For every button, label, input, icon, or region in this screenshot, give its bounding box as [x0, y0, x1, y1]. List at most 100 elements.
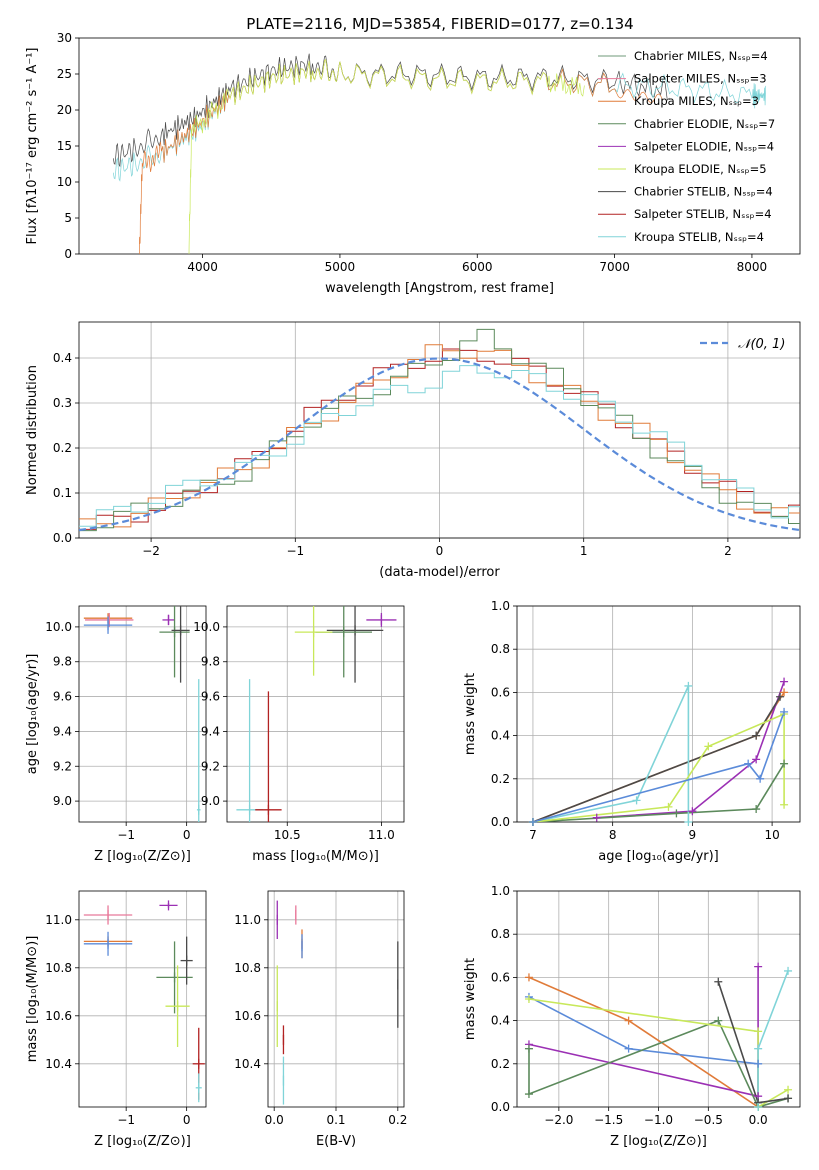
weight-line — [532, 691, 785, 822]
y-tick-label: 0.4 — [491, 729, 510, 743]
legend-entry: Salpeter MILES, Nₛₛₚ=3 — [634, 72, 767, 86]
data-point — [714, 977, 723, 986]
x-tick-label: 10 — [764, 828, 779, 842]
y-tick-label: 0.1 — [53, 486, 72, 500]
y-tick-label: 10.0 — [45, 620, 72, 634]
y-tick-label: 0.8 — [491, 927, 510, 941]
y-tick-label: 0.8 — [491, 642, 510, 656]
y-tick-label: 0.0 — [491, 1100, 510, 1114]
y-tick-label: 0 — [64, 247, 72, 261]
plot-area — [532, 681, 785, 822]
y-tick-label: 9.6 — [53, 690, 72, 704]
data-point — [780, 707, 789, 716]
legend-entry: Kroupa MILES, Nₛₛₚ=3 — [634, 94, 759, 108]
y-axis-label: mass weight — [463, 958, 478, 1040]
panel-age_vs_Z: −1 0 9.0 9.2 9.4 9.6 9.8 10.0 Z [log₁₀(Z/Z⊙)] age… — [25, 605, 207, 864]
histogram-step — [79, 365, 800, 527]
spectrum-line — [112, 53, 670, 168]
data-point — [784, 1094, 793, 1103]
plot-area — [236, 606, 397, 822]
y-tick-label: 10.0 — [193, 620, 220, 634]
x-tick-label: 0.2 — [388, 1113, 407, 1127]
y-tick-label: 9.4 — [201, 724, 220, 738]
data-point — [754, 1044, 763, 1053]
legend-entry: Salpeter ELODIE, Nₛₛₚ=4 — [634, 139, 774, 153]
y-tick-label: 10.4 — [234, 1057, 261, 1071]
data-point — [744, 759, 753, 768]
x-tick-label: 6000 — [462, 260, 493, 274]
data-point — [524, 1044, 533, 1053]
x-tick-label: 8 — [609, 828, 617, 842]
data-point — [714, 1016, 723, 1025]
y-tick-label: 11.0 — [234, 913, 261, 927]
y-tick-label: 1.0 — [491, 599, 510, 613]
x-tick-label: 1 — [580, 544, 588, 558]
axes-frame — [78, 37, 801, 255]
x-axis-label: mass [log₁₀(M/M⊙)] — [252, 849, 379, 864]
axes-frame — [516, 605, 801, 823]
x-tick-label: 11.0 — [368, 828, 395, 842]
x-axis-label: wavelength [Angstrom, rest frame] — [325, 281, 554, 296]
data-point — [524, 973, 533, 982]
x-axis-label: E(B-V) — [316, 1134, 356, 1149]
x-axis-label: Z [log₁₀(Z/Z⊙)] — [94, 1134, 191, 1149]
y-tick-label: 0.4 — [53, 351, 72, 365]
axes-frame — [516, 890, 801, 1108]
y-tick-label: 9.2 — [53, 759, 72, 773]
data-point — [784, 1085, 793, 1094]
y-tick-label: 10.8 — [234, 961, 261, 975]
y-tick-label: 11.0 — [45, 913, 72, 927]
y-tick-label: 10 — [57, 175, 72, 189]
panel-mass_vs_Z: −1 0 10.4 10.6 10.8 11.0 Z [log₁₀(Z/Z⊙)] mass [… — [25, 890, 207, 1149]
y-tick-label: 0.3 — [53, 396, 72, 410]
y-tick-label: 0.6 — [491, 685, 510, 699]
panel-age_vs_mass: 10.5 11.0 9.0 9.2 9.4 9.6 9.8 10.0 mass [log₁₀(M… — [193, 605, 405, 864]
x-tick-label: 0.0 — [749, 1113, 768, 1127]
data-point — [780, 759, 789, 768]
axes-frame — [267, 890, 405, 1108]
x-tick-label: −1 — [117, 828, 135, 842]
x-tick-label: −1.5 — [594, 1113, 623, 1127]
chart-title: PLATE=2116, MJD=53854, FIBERID=0177, z=0… — [246, 15, 633, 33]
data-point — [664, 802, 673, 811]
y-axis-label: Flux [fλ10⁻¹⁷ erg cm⁻² s⁻¹ A⁻¹] — [25, 48, 40, 245]
data-point — [754, 1103, 763, 1111]
spectrum-line — [188, 59, 585, 254]
weight-line — [532, 685, 690, 822]
data-point — [624, 1016, 633, 1025]
data-point — [528, 818, 537, 826]
y-tick-label: 1.0 — [491, 884, 510, 898]
data-point — [524, 1090, 533, 1099]
y-tick-label: 0.0 — [491, 815, 510, 829]
x-axis-label: Z [log₁₀(Z/Z⊙)] — [610, 1134, 707, 1149]
x-tick-label: 2 — [724, 544, 732, 558]
data-point — [780, 800, 789, 809]
data-point — [776, 692, 785, 701]
legend-entry: Chabrier STELIB, Nₛₛₚ=4 — [634, 185, 773, 199]
legend-entry: Chabrier MILES, Nₛₛₚ=4 — [634, 49, 768, 63]
data-point — [780, 688, 789, 697]
y-axis-label: mass weight — [463, 673, 478, 755]
y-tick-label: 0.4 — [491, 1014, 510, 1028]
y-tick-label: 30 — [57, 31, 72, 45]
x-tick-label: −2.0 — [544, 1113, 573, 1127]
panel-mass_weight_vs_Z: −2.0 −1.5 −1.0 −0.5 0.0 0.0 0.2 0.4 0.6 0.8 1.0 Z [… — [463, 884, 801, 1149]
weight-line — [532, 763, 785, 822]
data-point — [780, 677, 789, 686]
y-tick-label: 10.8 — [45, 961, 72, 975]
axes-frame — [78, 605, 207, 823]
y-tick-label: 9.0 — [201, 794, 220, 808]
data-point — [752, 731, 761, 740]
x-tick-label: −0.5 — [694, 1113, 723, 1127]
data-point — [524, 995, 533, 1003]
y-tick-label: 10.6 — [234, 1009, 261, 1023]
x-tick-label: 0.1 — [326, 1113, 345, 1127]
weight-line — [757, 970, 789, 1107]
y-tick-label: 9.4 — [53, 724, 72, 738]
weight-line — [532, 711, 785, 822]
y-axis-label: mass [log₁₀(M/M⊙)] — [25, 936, 40, 1063]
x-tick-label: 8000 — [737, 260, 768, 274]
y-tick-label: 9.6 — [201, 690, 220, 704]
x-tick-label: 0.0 — [265, 1113, 284, 1127]
